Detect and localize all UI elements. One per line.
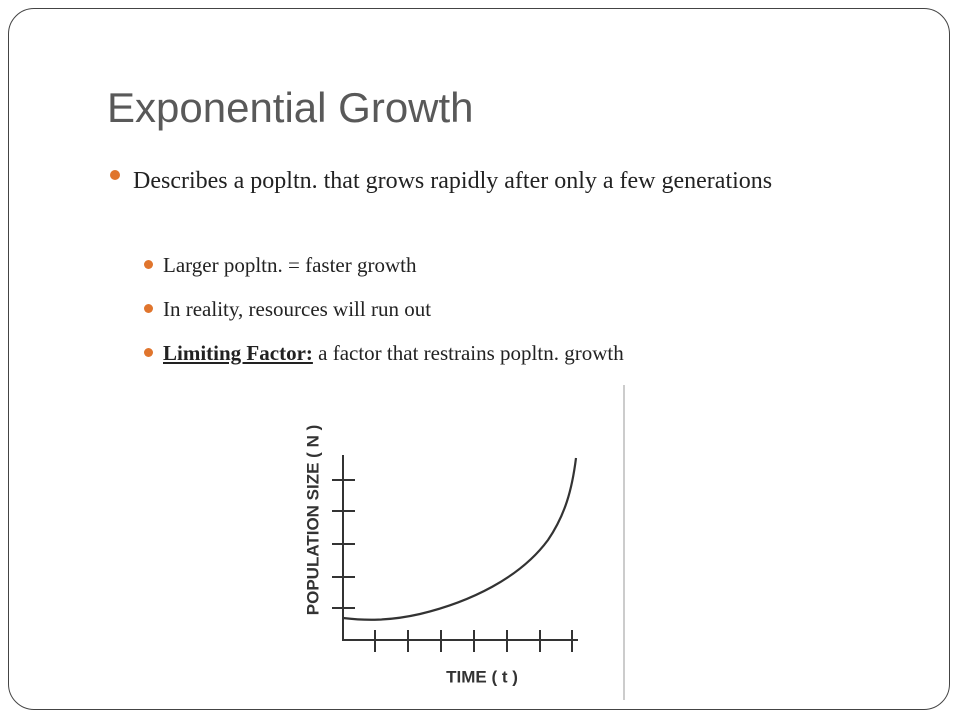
y-axis-label: POPULATION SIZE ( N )	[303, 425, 322, 615]
slide-title: Exponential Growth	[107, 84, 474, 131]
bullet-dot	[144, 260, 153, 269]
bullet-dot	[110, 170, 120, 180]
sub-bullet: Larger popltn. = faster growth	[163, 253, 417, 277]
bullet-dot	[144, 348, 153, 357]
sub-bullet: Limiting Factor: a factor that restrains…	[163, 339, 624, 367]
bullet-dot	[144, 304, 153, 313]
term: Limiting Factor:	[163, 341, 313, 365]
slide-frame	[8, 8, 950, 710]
x-axis-label: TIME ( t )	[446, 667, 518, 686]
bullet: Describes a popltn. that grows rapidly a…	[133, 168, 773, 194]
sub-bullet: In reality, resources will run out	[163, 297, 432, 321]
growth-curve	[342, 457, 578, 621]
axes	[332, 455, 578, 652]
definition: a factor that restrains popltn. growth	[318, 341, 624, 365]
